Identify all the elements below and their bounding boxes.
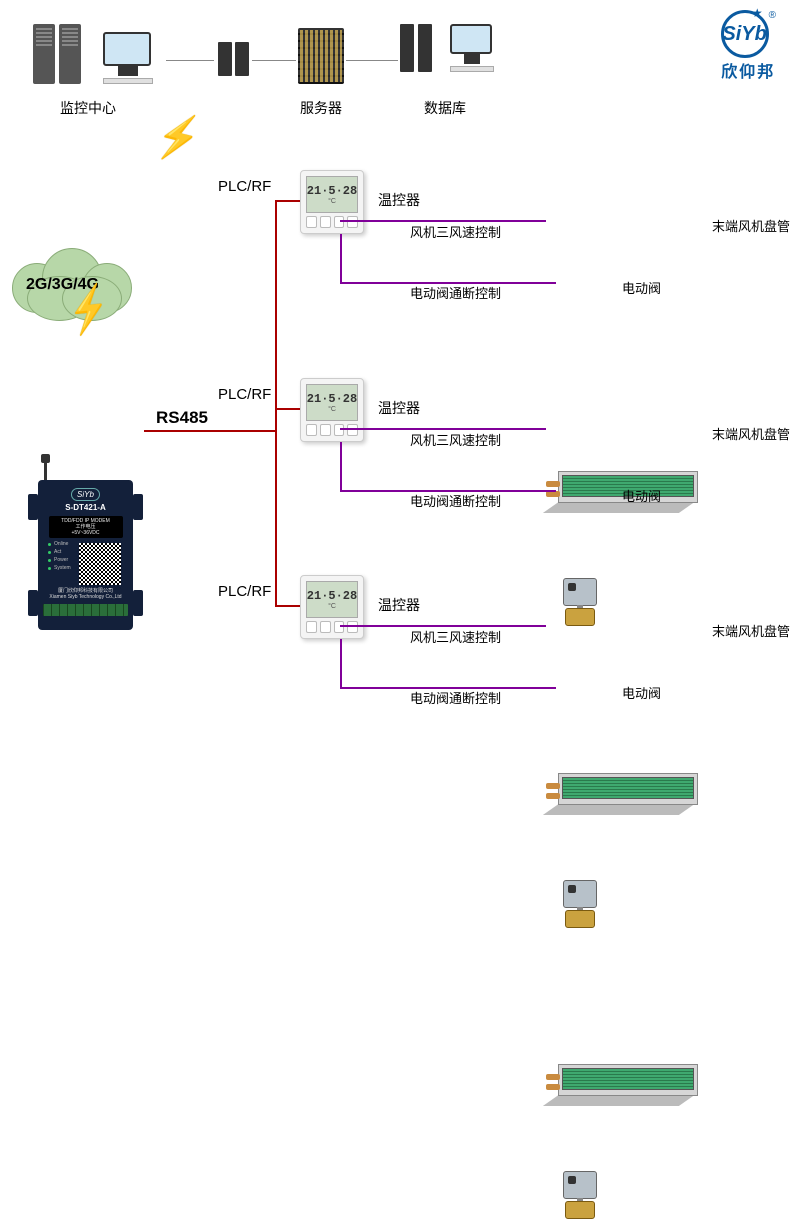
brand-logo: ★ SiYb ® 欣仰邦 (721, 10, 776, 82)
wire-red (275, 605, 301, 607)
workstation-icon (450, 24, 494, 72)
valve-device (556, 578, 604, 628)
logo-reg: ® (769, 10, 776, 21)
plcrf-label: PLC/RF (218, 583, 271, 600)
thermostat-label: 温控器 (378, 398, 420, 418)
monitoring-center-group (33, 24, 153, 84)
valve-device (556, 1171, 604, 1221)
dtu-terminal (43, 604, 128, 616)
rs485-label: RS485 (156, 408, 208, 428)
thermostat-device: 21·5·28°C (300, 575, 364, 639)
fan-speed-label: 风机三风速控制 (410, 430, 501, 449)
dtu-screen: TDD/FDD IP MODEM 工作电压 +5V~36VDC (49, 516, 123, 538)
plcrf-label: PLC/RF (218, 178, 271, 195)
lightning-icon: ⚡ (66, 280, 111, 338)
fan-speed-label: 风机三风速控制 (410, 222, 501, 241)
valve-ctrl-label: 电动阀通断控制 (410, 491, 501, 510)
wire-purple (340, 442, 342, 492)
switch-stack-icon (298, 28, 344, 84)
dtu-model: S-DT421-A (65, 503, 105, 512)
fcu-label: 末端风机盘管 (712, 424, 790, 443)
lightning-icon: ⚡ (152, 106, 205, 170)
dtu-footer: 厦门欣仰邦科技有限公司Xiamen Siyb Technology Co.,Lt… (49, 588, 121, 600)
thermostat-device: 21·5·28°C (300, 378, 364, 442)
workstation-icon (103, 32, 153, 84)
valve-ctrl-label: 电动阀通断控制 (410, 283, 501, 302)
valve-label: 电动阀 (622, 683, 661, 702)
rack-icon (418, 24, 432, 72)
fcu-label: 末端风机盘管 (712, 216, 790, 235)
valve-label: 电动阀 (622, 486, 661, 505)
valve-ctrl-label: 电动阀通断控制 (410, 688, 501, 707)
wire-red (144, 430, 276, 432)
fan-coil-unit (546, 773, 706, 817)
dtu-device: SiYb S-DT421-A TDD/FDD IP MODEM 工作电压 +5V… (38, 480, 133, 630)
valve-label: 电动阀 (622, 278, 661, 297)
server-rack-icon (59, 24, 81, 84)
rack-icon (400, 24, 414, 72)
thermostat-device: 21·5·28°C (300, 170, 364, 234)
link-wire (166, 60, 214, 61)
thermostat-label: 温控器 (378, 595, 420, 615)
wire-purple (340, 234, 342, 284)
server-label: 服务器 (300, 98, 342, 118)
link-wire (346, 60, 398, 61)
database-group (400, 24, 494, 72)
wire-red (275, 200, 277, 605)
dtu-brand: SiYb (71, 488, 100, 501)
wire-purple (340, 639, 342, 689)
monitoring-center-label: 监控中心 (60, 98, 116, 118)
logo-text: 欣仰邦 (721, 58, 776, 82)
dtu-leds: Online Act Power System (48, 541, 71, 571)
fcu-label: 末端风机盘管 (712, 621, 790, 640)
fan-coil-unit (546, 1064, 706, 1108)
server-rack-icon (33, 24, 55, 84)
thermostat-label: 温控器 (378, 190, 420, 210)
link-wire (252, 60, 296, 61)
wire-red (275, 408, 301, 410)
plcrf-label: PLC/RF (218, 386, 271, 403)
wire-red (275, 200, 301, 202)
dtu-qr-icon (79, 543, 121, 585)
fan-speed-label: 风机三风速控制 (410, 627, 501, 646)
small-racks-icon (218, 42, 249, 76)
valve-device (556, 880, 604, 930)
database-label: 数据库 (424, 98, 466, 118)
